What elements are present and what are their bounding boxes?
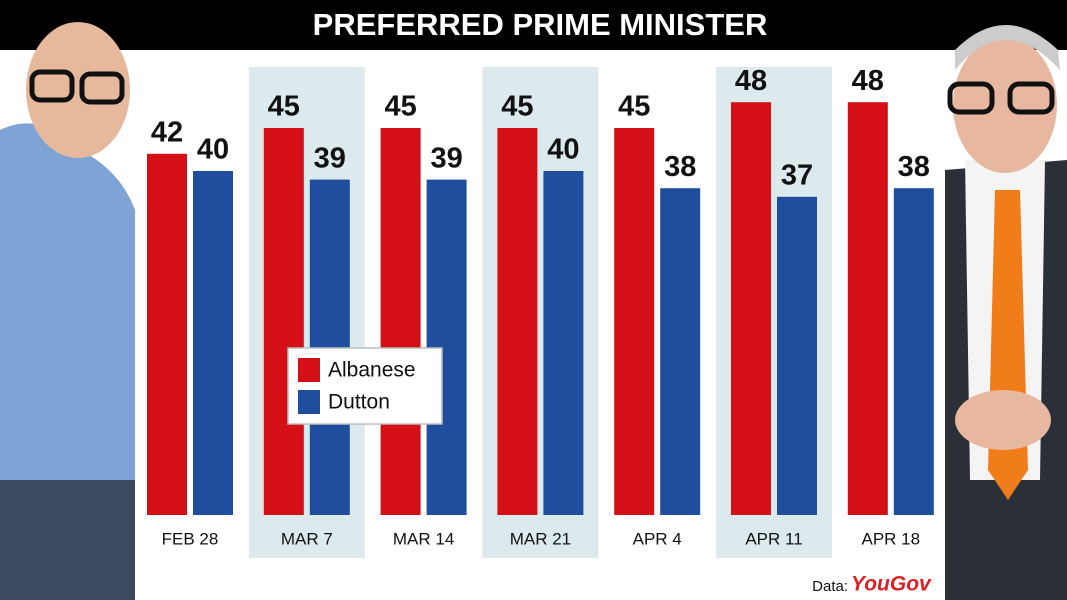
x-tick-label: FEB 28 [162, 529, 219, 548]
data-label: 37 [781, 159, 813, 191]
data-label: 48 [735, 65, 767, 97]
source-name: YouGov [851, 573, 932, 596]
bar [147, 153, 187, 516]
data-label: 39 [430, 142, 462, 174]
x-tick-label: MAR 14 [393, 529, 454, 548]
data-label: 42 [151, 116, 183, 148]
data-label: 48 [852, 65, 884, 97]
bar [731, 102, 771, 515]
source-label: Data: [812, 578, 848, 595]
title-bar [0, 0, 1067, 50]
data-label: 39 [314, 142, 346, 174]
bar [263, 128, 304, 515]
data-label: 45 [384, 91, 416, 123]
x-tick-label: APR 11 [745, 529, 802, 548]
x-tick-label: MAR 21 [510, 529, 571, 548]
x-tick-label: MAR 7 [281, 529, 333, 548]
bar [380, 128, 421, 515]
bar [614, 128, 655, 515]
right-photo [945, 25, 1067, 600]
x-tick-label: APR 18 [862, 529, 921, 548]
bar [847, 102, 888, 515]
data-label: 45 [618, 91, 650, 123]
data-label: 40 [547, 134, 579, 166]
bar [497, 128, 538, 515]
bar [893, 188, 934, 515]
chart-title: PREFERRED PRIME MINISTER [313, 7, 768, 42]
legend-swatch [298, 358, 320, 382]
legend-label: Dutton [328, 391, 390, 414]
legend-swatch [298, 390, 320, 414]
data-label: 38 [664, 151, 696, 183]
data-label: 45 [501, 91, 533, 123]
bar [777, 196, 817, 516]
x-tick-label: APR 4 [633, 529, 682, 548]
left-photo [0, 22, 135, 600]
bar [660, 188, 701, 515]
legend: Albanese Dutton [287, 347, 443, 425]
data-label: 40 [197, 134, 229, 166]
legend-label: Albanese [328, 359, 416, 382]
data-label: 45 [268, 91, 300, 123]
bar [543, 171, 584, 515]
bar [193, 171, 233, 515]
data-label: 38 [898, 151, 930, 183]
